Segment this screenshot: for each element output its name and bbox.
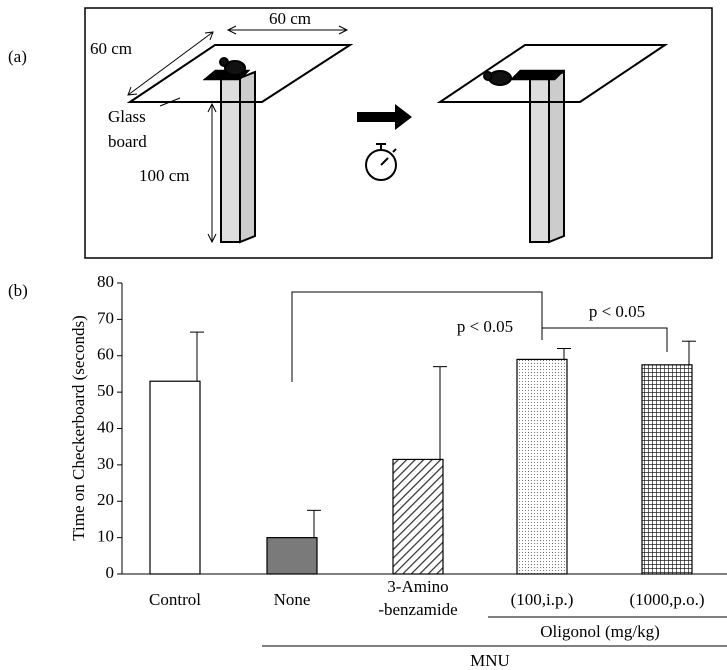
x-tick-label: (1000,p.o.) (629, 590, 704, 609)
x-tick-label: (100,i.p.) (511, 590, 574, 609)
y-tick-label: 30 (97, 454, 114, 473)
dimension-label: 60 cm (269, 9, 311, 28)
y-tick-label: 80 (97, 272, 114, 291)
x-tick-label: Control (149, 590, 201, 609)
annotation: p < 0.05 (589, 302, 645, 321)
dimension-label: 100 cm (139, 166, 190, 185)
annotation: p < 0.05 (457, 317, 513, 336)
panel-label: (a) (8, 47, 27, 66)
board-label: Glass (108, 107, 146, 126)
y-axis-title: Time on Checkerboard (seconds) (69, 315, 88, 541)
bar (149, 380, 201, 575)
y-tick-label: 50 (97, 381, 114, 400)
bar (392, 458, 444, 575)
bar (641, 364, 693, 575)
bar (516, 358, 568, 575)
brackets (262, 291, 727, 647)
y-tick-label: 20 (97, 490, 114, 509)
group-label: Oligonol (mg/kg) (540, 622, 659, 641)
x-tick-label: 3-Amino -benzamide (378, 577, 457, 619)
y-tick-label: 0 (106, 563, 115, 582)
x-tick-label: None (274, 590, 311, 609)
group-label: MNU (470, 651, 510, 670)
board-label: board (108, 132, 147, 151)
diagram (84, 7, 713, 259)
panel-label: (b) (8, 281, 28, 300)
dimension-label: 60 cm (90, 39, 132, 58)
y-tick-label: 60 (97, 345, 114, 364)
y-tick-label: 70 (97, 308, 114, 327)
bar (266, 537, 318, 575)
y-tick-label: 40 (97, 417, 114, 436)
y-tick-label: 10 (97, 527, 114, 546)
